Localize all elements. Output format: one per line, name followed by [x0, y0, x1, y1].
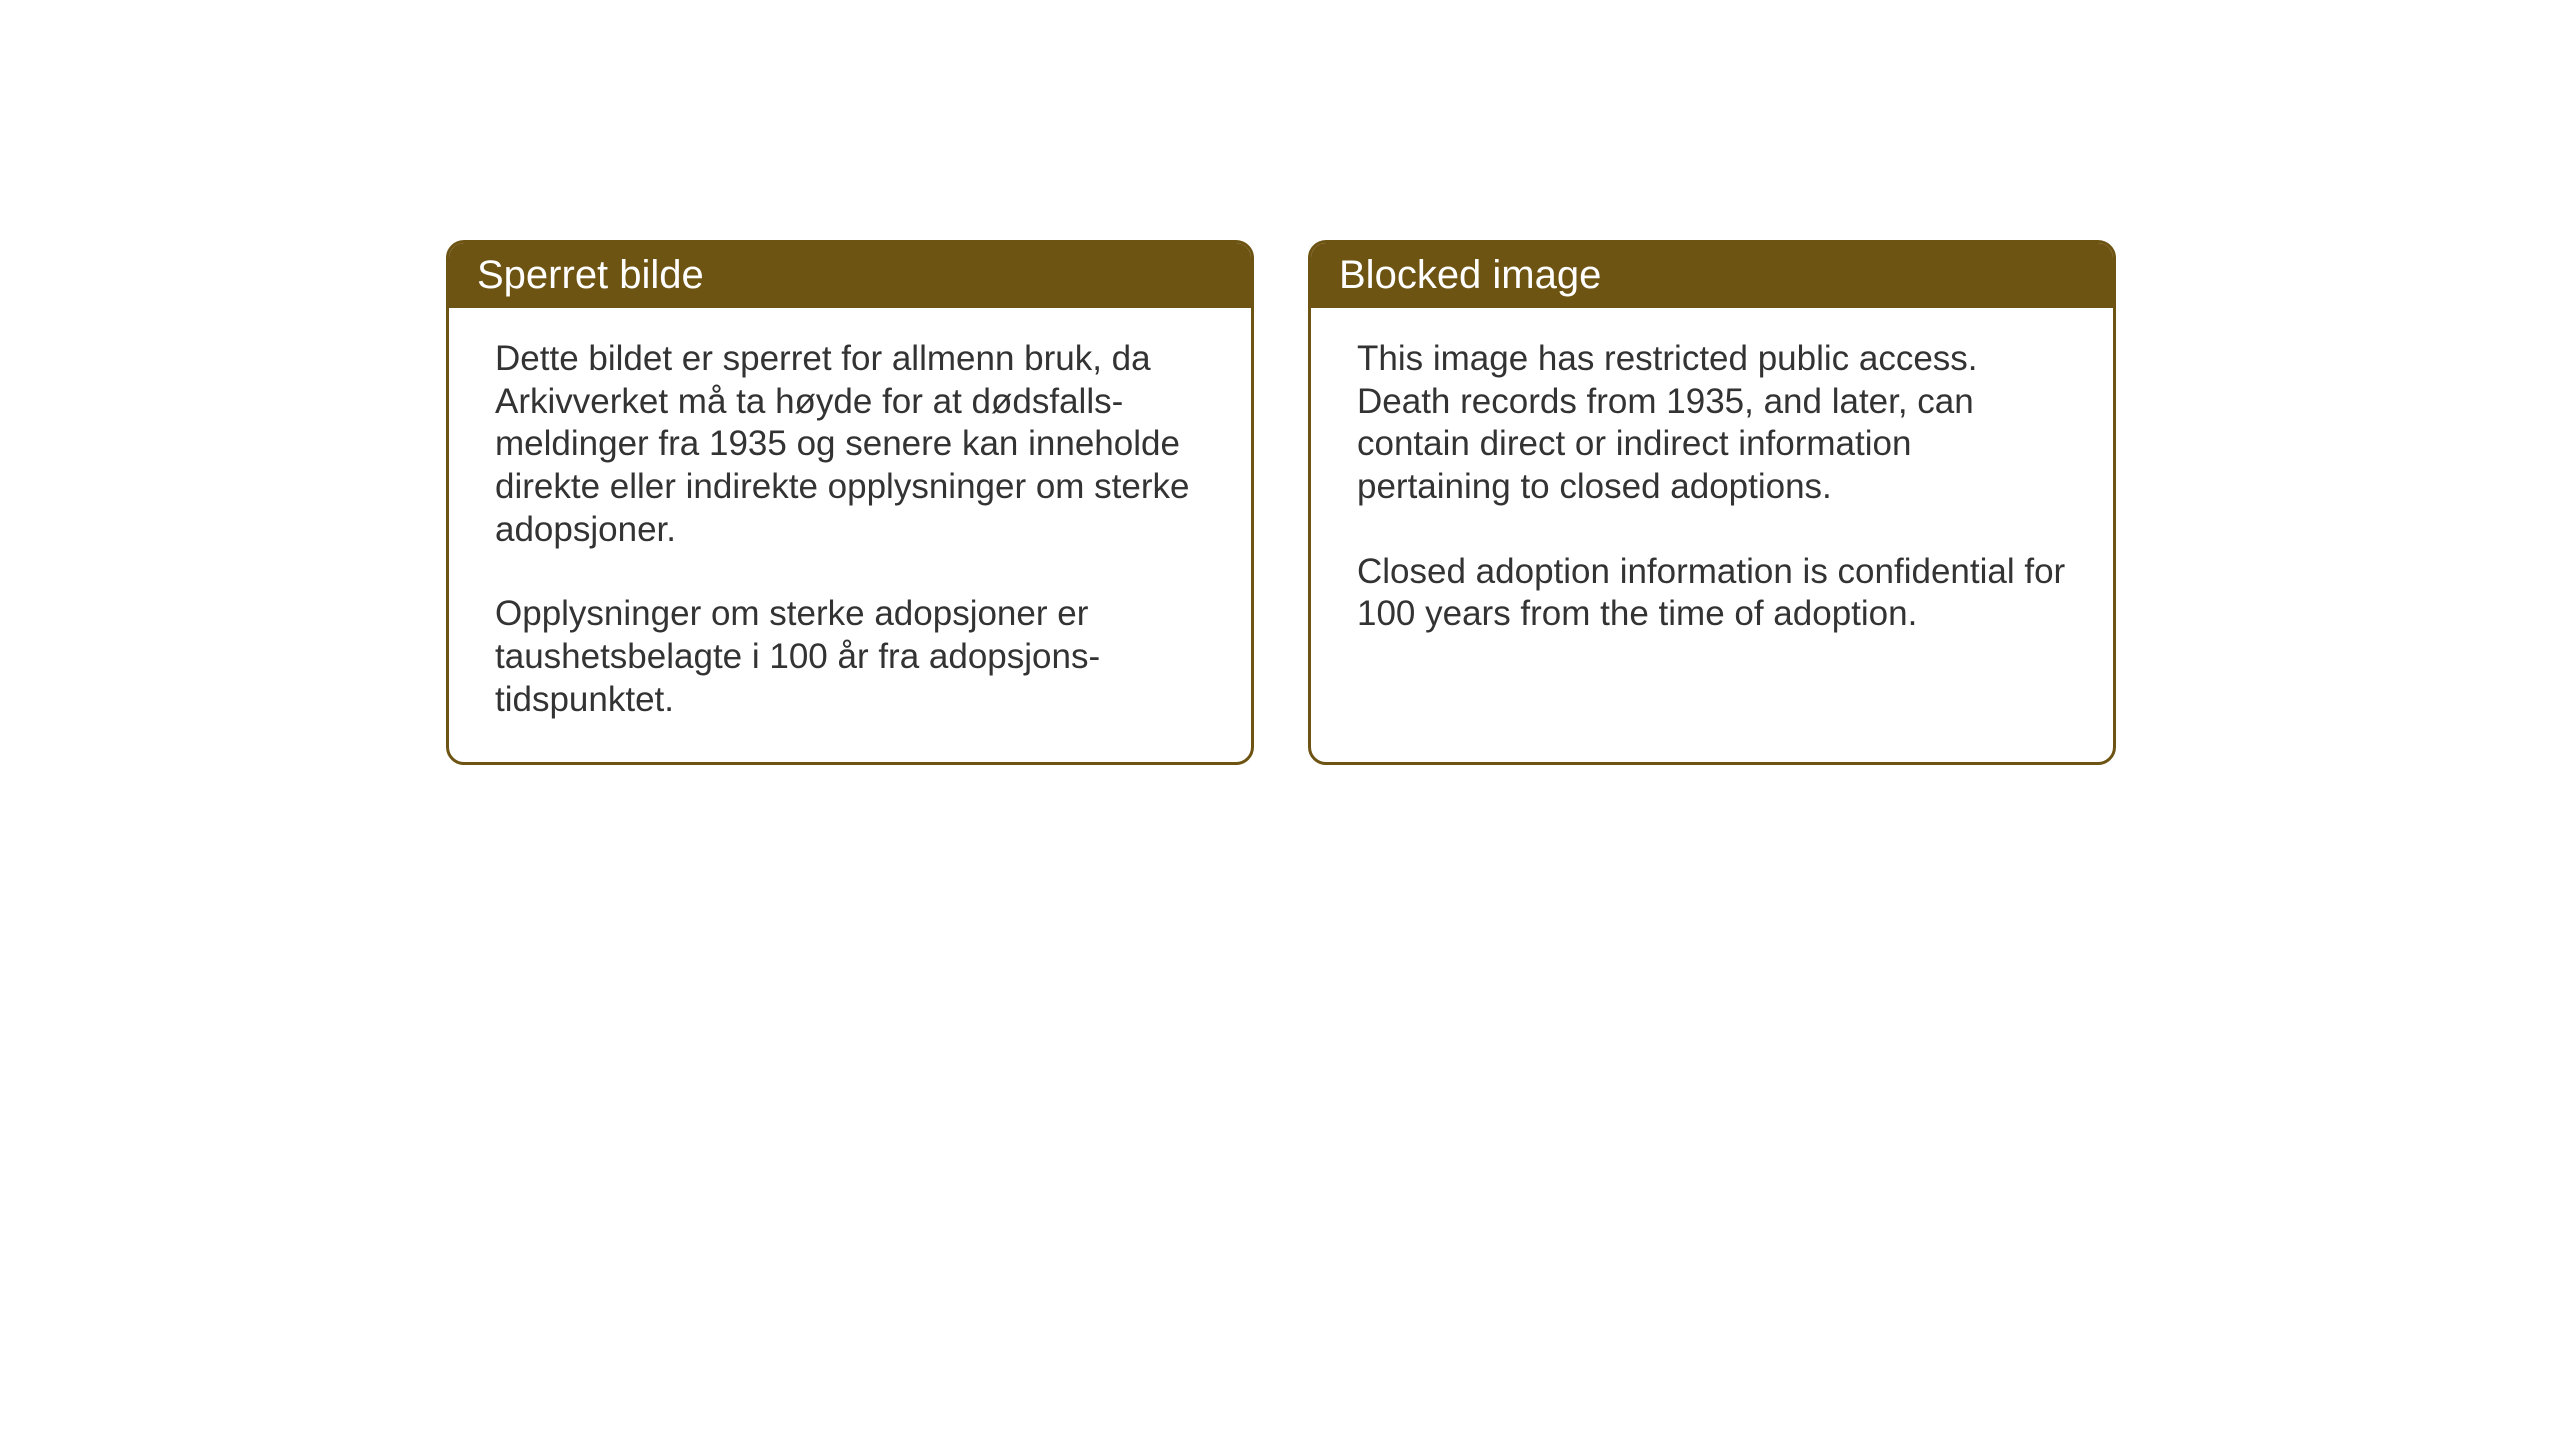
notice-body-english: This image has restricted public access.… — [1311, 308, 2113, 676]
notice-paragraph-2-norwegian: Opplysninger om sterke adopsjoner er tau… — [495, 593, 1205, 721]
notice-box-english: Blocked image This image has restricted … — [1308, 240, 2116, 765]
notice-paragraph-1-english: This image has restricted public access.… — [1357, 338, 2067, 509]
notice-paragraph-1-norwegian: Dette bildet er sperret for allmenn bruk… — [495, 338, 1205, 551]
notice-header-norwegian: Sperret bilde — [449, 243, 1251, 308]
notice-body-norwegian: Dette bildet er sperret for allmenn bruk… — [449, 308, 1251, 762]
notice-box-norwegian: Sperret bilde Dette bildet er sperret fo… — [446, 240, 1254, 765]
notice-paragraph-2-english: Closed adoption information is confident… — [1357, 551, 2067, 636]
notice-container: Sperret bilde Dette bildet er sperret fo… — [0, 0, 2560, 765]
notice-header-english: Blocked image — [1311, 243, 2113, 308]
